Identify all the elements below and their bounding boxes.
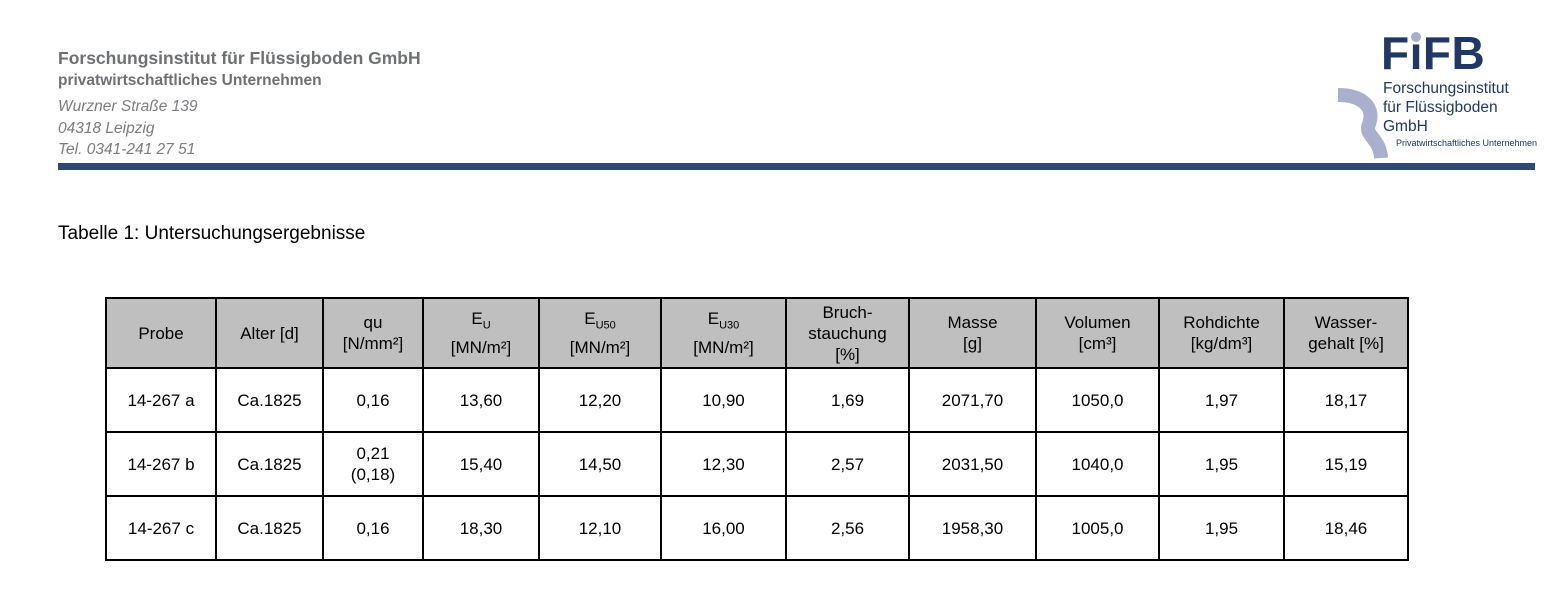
address-city: 04318 Leipzig [58,119,155,137]
column-header-eu30: EU30 [MN/m²] [660,297,787,369]
table-row: 14-267 a Ca.1825 0,16 13,60 12,20 10,90 1,69 20… [105,367,1409,433]
cell-rohdichte: 1,97 [1158,367,1285,433]
cell-probe: 14-267 b [105,431,217,497]
cell-eu: 13,60 [422,367,540,433]
cell-rohdichte: 1,95 [1158,431,1285,497]
table-header-row: Probe Alter [d] qu [N/mm²] EU [MN/m²] EU50 [… [105,297,1409,369]
cell-wassergehalt: 18,46 [1283,495,1409,561]
cell-eu50: 12,20 [538,367,662,433]
table-body: 14-267 a Ca.1825 0,16 13,60 12,20 10,90 1,69 20… [105,367,1409,561]
cell-bruchstauchung: 1,69 [785,367,910,433]
cell-qu: 0,16 [322,367,424,433]
cell-volumen: 1005,0 [1035,495,1160,561]
cell-masse: 2031,50 [908,431,1037,497]
cell-volumen: 1050,0 [1035,367,1160,433]
column-header-masse: Masse [g] [908,297,1037,369]
cell-probe: 14-267 a [105,367,217,433]
column-header-eu: EU [MN/m²] [422,297,540,369]
cell-eu50: 14,50 [538,431,662,497]
column-header-rohdichte: Rohdichte [kg/dm³] [1158,297,1285,369]
table-head: Probe Alter [d] qu [N/mm²] EU [MN/m²] EU50 [… [105,297,1409,369]
column-header-qu: qu [N/mm²] [322,297,424,369]
company-subtitle: privatwirtschaftliches Unternehmen [58,72,322,89]
cell-alter: Ca.1825 [215,431,324,497]
cell-qu: 0,21 (0,18) [322,431,424,497]
cell-alter: Ca.1825 [215,367,324,433]
column-header-alter: Alter [d] [215,297,324,369]
logo-acronym: Fı FB [1381,27,1486,79]
cell-bruchstauchung: 2,56 [785,495,910,561]
cell-eu30: 10,90 [660,367,787,433]
cell-eu50: 12,10 [538,495,662,561]
cell-bruchstauchung: 2,57 [785,431,910,497]
cell-probe: 14-267 c [105,495,217,561]
cell-qu: 0,16 [322,495,424,561]
cell-eu: 15,40 [422,431,540,497]
cell-eu: 18,30 [422,495,540,561]
logo-text: Fı FB Forschungsinstitut für Flüssigboden… [1381,28,1545,149]
logo-name-line2: für Flüssigboden GmbH [1383,98,1498,135]
cell-wassergehalt: 15,19 [1283,431,1409,497]
cell-volumen: 1040,0 [1035,431,1160,497]
cell-eu30: 12,30 [660,431,787,497]
letterhead: Forschungsinstitut für Flüssigboden GmbH… [58,47,421,161]
table-row: 14-267 c Ca.1825 0,16 18,30 12,10 16,00 2,56 19… [105,495,1409,561]
logo-letter-i: ı [1409,27,1423,79]
logo-name-line1: Forschungsinstitut [1383,79,1509,97]
cell-rohdichte: 1,95 [1158,495,1285,561]
table-caption: Tabelle 1: Untersuchungsergebnisse [58,223,366,244]
cell-eu30: 16,00 [660,495,787,561]
column-header-bruchstauchung: Bruch- stauchung [%] [785,297,910,369]
cell-wassergehalt: 18,17 [1283,367,1409,433]
phone: Tel. 0341-241 27 51 [58,141,196,158]
logo-i-dot-icon [1411,32,1422,42]
table-row: 14-267 b Ca.1825 0,21 (0,18) 15,40 14,50 12,3… [105,431,1409,497]
cell-alter: Ca.1825 [215,495,324,561]
header-rule [58,163,1535,170]
column-header-probe: Probe [105,297,217,369]
column-header-volumen: Volumen [cm³] [1035,297,1160,369]
logo-subtitle: Privatwirtschaftliches Unternehmen [1396,137,1538,148]
address-street: Wurzner Straße 139 [58,98,198,115]
cell-masse: 2071,70 [908,367,1037,433]
column-header-wassergehalt: Wasser- gehalt [%] [1283,297,1409,369]
cell-masse: 1958,30 [908,495,1037,561]
results-table: Probe Alter [d] qu [N/mm²] EU [MN/m²] EU50 [… [105,297,1409,561]
column-header-eu50: EU50 [MN/m²] [538,297,662,369]
logo: Fı FB Forschungsinstitut für Flüssigboden… [1330,28,1545,159]
swoosh-icon [1337,88,1388,159]
company-name: Forschungsinstitut für Flüssigboden GmbH [58,48,421,68]
